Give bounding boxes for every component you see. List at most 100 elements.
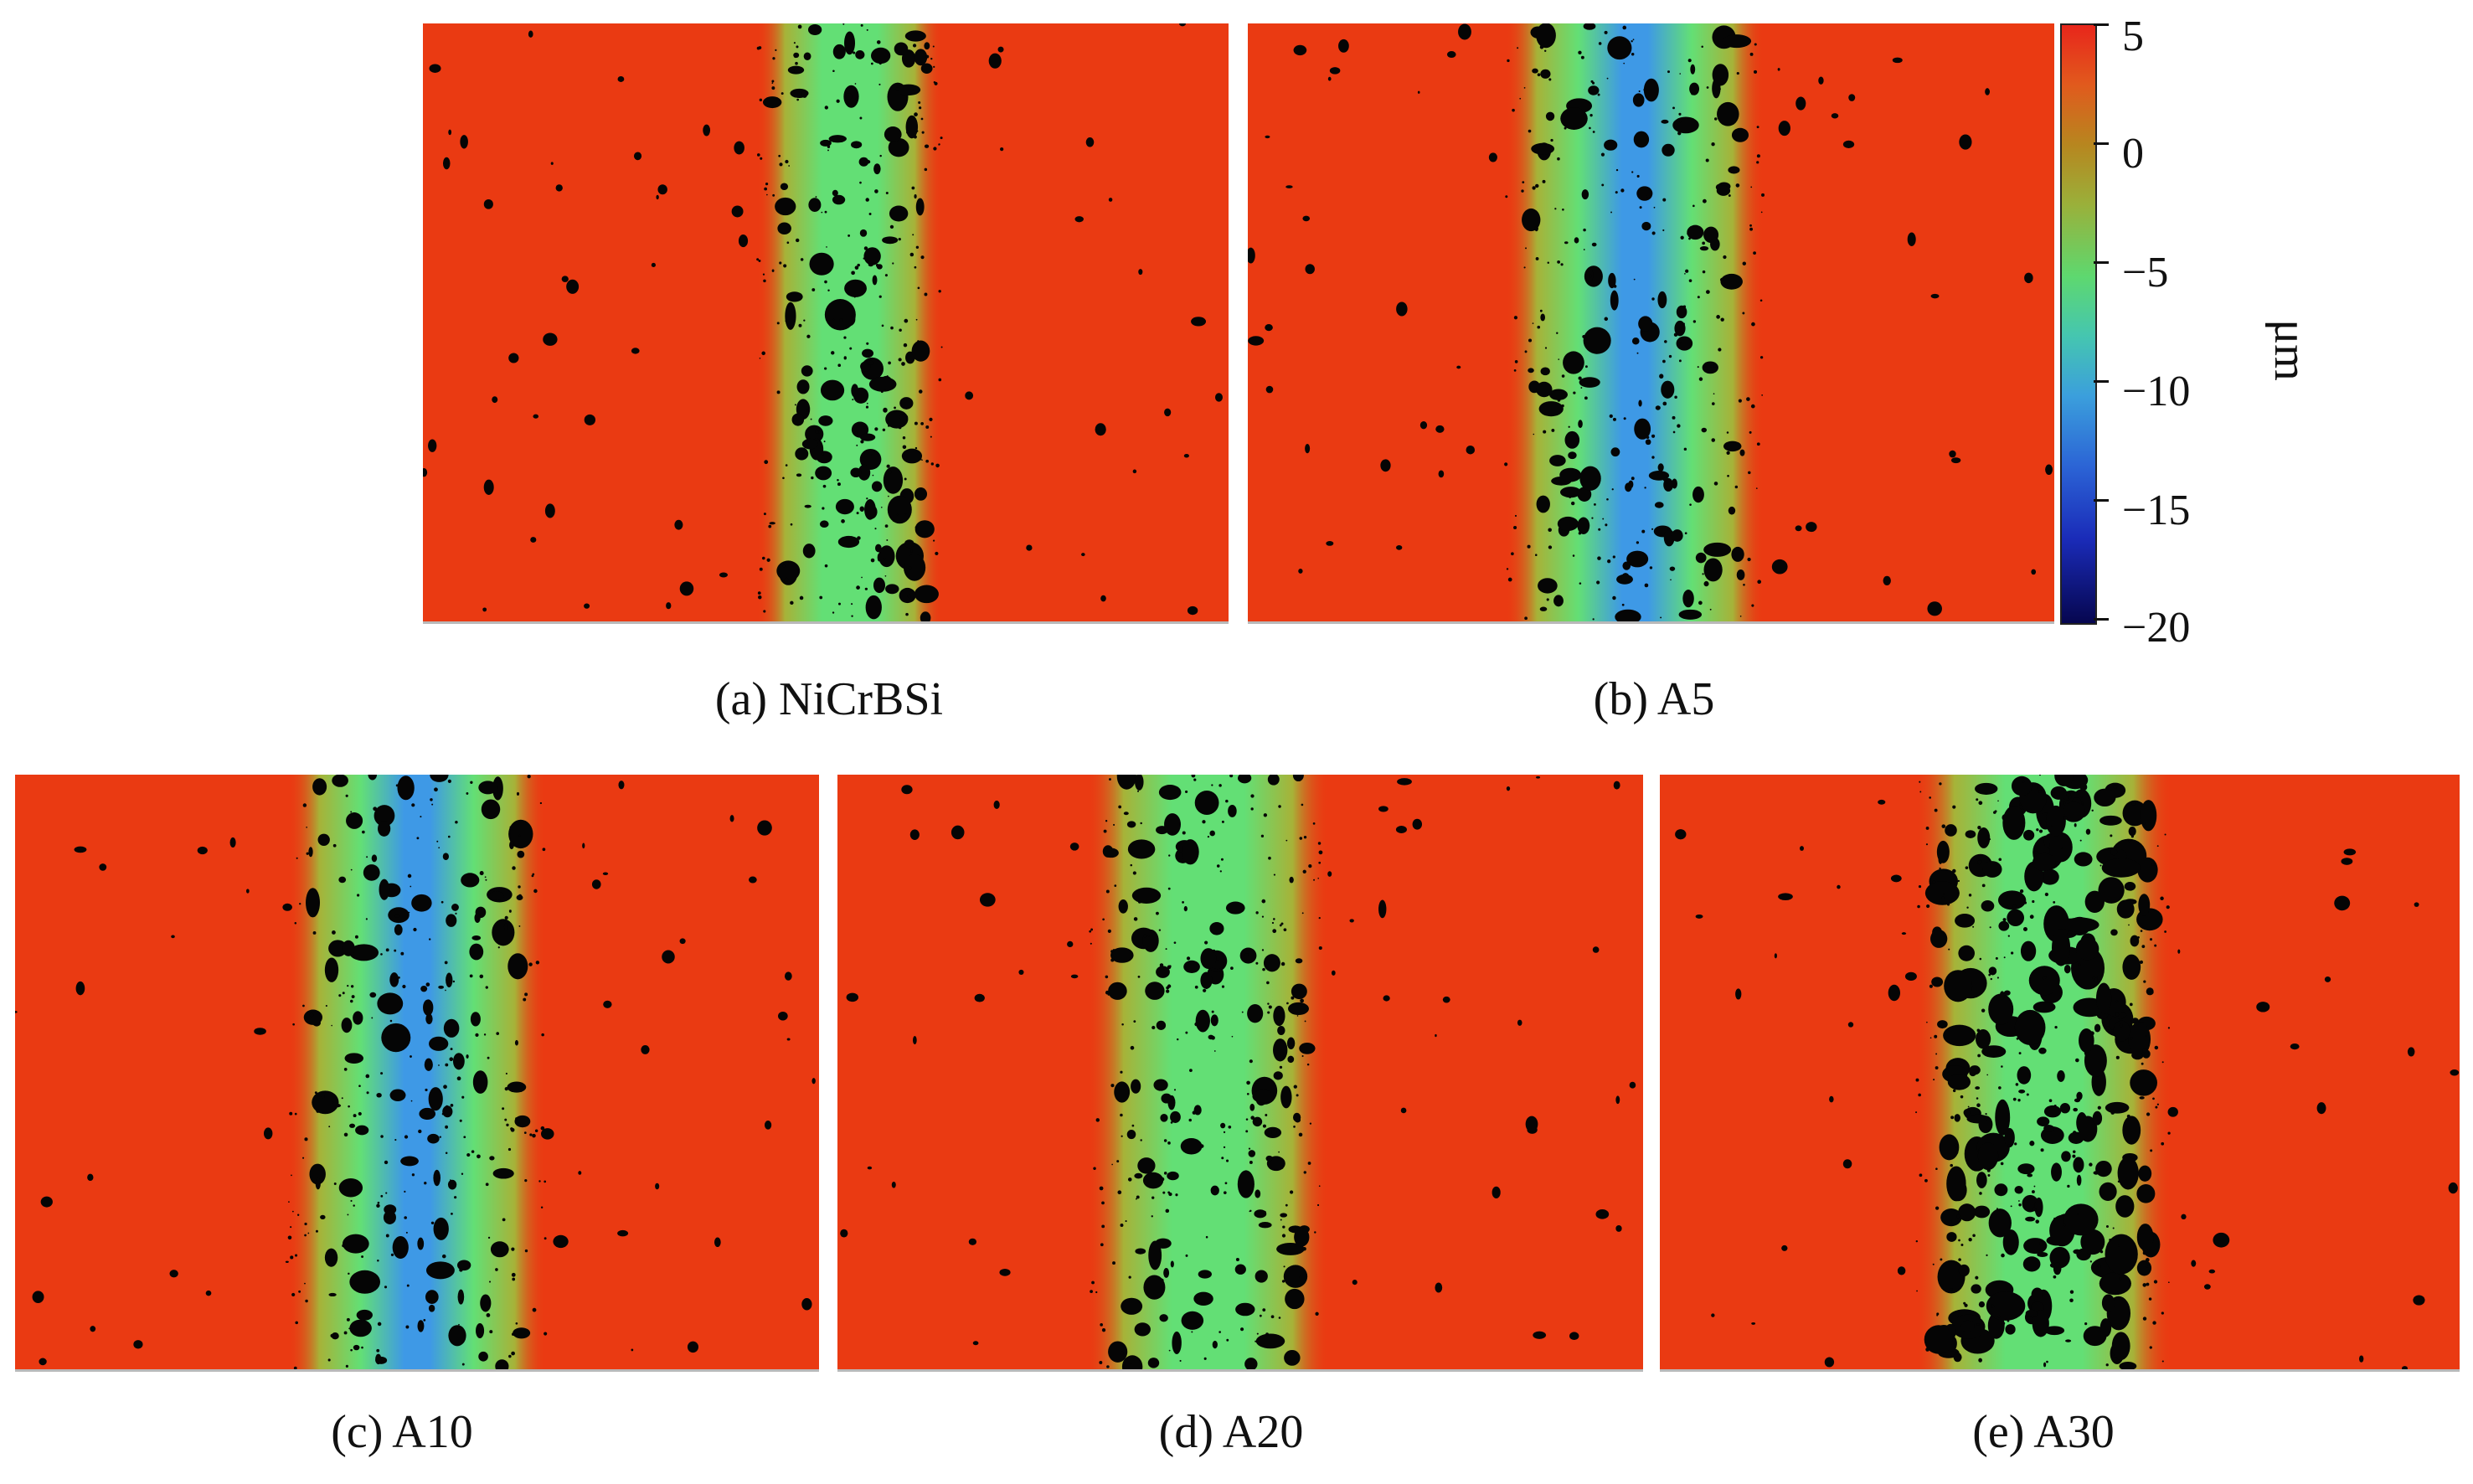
speckle — [1915, 1078, 1919, 1082]
pore — [1936, 840, 1950, 863]
pore — [1703, 580, 1709, 587]
pore — [729, 815, 734, 822]
pore — [2084, 1044, 2107, 1077]
speckle — [1220, 858, 1224, 861]
pore — [891, 1181, 896, 1188]
pore — [2094, 788, 2116, 807]
pore — [1273, 1005, 1285, 1027]
speckle — [418, 1129, 422, 1134]
speckle — [538, 1180, 541, 1183]
speckle — [2031, 1190, 2035, 1193]
pore — [764, 1121, 772, 1130]
pore — [779, 561, 798, 585]
speckle — [2161, 1061, 2164, 1064]
speckle — [1263, 813, 1268, 817]
pore — [1890, 874, 1902, 883]
pore — [1396, 545, 1403, 550]
pore — [1953, 1353, 1962, 1363]
speckle — [1987, 1174, 1991, 1177]
pore — [353, 1011, 363, 1025]
pore — [466, 1054, 469, 1059]
speckle — [822, 484, 827, 488]
pore — [1888, 984, 1901, 1002]
speckle — [915, 245, 920, 249]
pore — [858, 157, 869, 167]
pore — [584, 414, 596, 425]
speckle — [2105, 1225, 2109, 1229]
pore — [1456, 365, 1461, 369]
pore — [2341, 858, 2353, 865]
speckle — [452, 980, 456, 983]
speckle — [449, 1057, 454, 1062]
speckle — [1185, 1031, 1188, 1034]
speckle — [1660, 616, 1662, 619]
pore — [2095, 1160, 2112, 1177]
pore — [1739, 449, 1745, 456]
speckle — [1244, 953, 1249, 956]
pore — [1720, 273, 1743, 290]
speckle — [1280, 1219, 1282, 1221]
pore — [363, 864, 380, 881]
pore — [389, 972, 399, 987]
speckle — [1952, 805, 1956, 809]
speckle — [331, 1024, 332, 1027]
pore — [90, 1326, 96, 1332]
speckle — [2110, 1110, 2115, 1115]
speckle — [1267, 1002, 1270, 1005]
speckle — [892, 519, 895, 522]
pore — [317, 833, 330, 846]
speckle — [892, 262, 894, 265]
pore — [2044, 1326, 2065, 1336]
speckle — [1984, 1116, 1989, 1121]
speckle — [1238, 777, 1241, 781]
pore — [786, 291, 803, 302]
pore — [2099, 1272, 2131, 1296]
speckle — [1976, 1103, 1981, 1108]
speckle — [854, 431, 858, 435]
speckle — [1548, 528, 1552, 533]
speckle — [1687, 233, 1688, 234]
speckle — [1113, 823, 1115, 826]
pore — [884, 126, 902, 142]
speckle — [511, 1247, 515, 1251]
speckle — [1166, 989, 1170, 993]
speckle — [1146, 1331, 1149, 1333]
pore — [851, 141, 863, 149]
speckle — [848, 234, 851, 237]
pore — [603, 1000, 612, 1008]
speckle — [1946, 903, 1950, 906]
pore — [905, 115, 919, 139]
speckle — [1674, 395, 1677, 399]
speckle — [1314, 1231, 1316, 1234]
speckle — [1743, 583, 1745, 586]
speckle — [1279, 924, 1282, 927]
speckle — [1255, 961, 1259, 965]
speckle — [1598, 528, 1601, 531]
speckle — [305, 1299, 308, 1303]
pore — [2063, 1203, 2099, 1236]
speckle — [771, 82, 774, 85]
speckle — [1662, 198, 1667, 202]
speckle — [458, 1323, 460, 1326]
pore — [832, 44, 846, 59]
pore — [1939, 1134, 1960, 1161]
speckle — [425, 982, 430, 987]
speckle — [2115, 1000, 2119, 1002]
speckle — [395, 784, 399, 787]
pore — [687, 1341, 699, 1353]
speckle — [502, 1218, 506, 1222]
pore — [2122, 954, 2141, 980]
pore — [804, 504, 811, 508]
speckle — [2080, 796, 2083, 798]
speckle — [909, 63, 914, 67]
speckle — [1952, 868, 1956, 873]
pore — [1564, 241, 1569, 245]
speckle — [1093, 1167, 1096, 1170]
pore — [819, 520, 829, 528]
speckle — [795, 61, 798, 65]
speckle — [2155, 1105, 2158, 1109]
pore — [2045, 464, 2053, 476]
caption-d: (d) A20 — [1158, 1406, 1304, 1458]
speckle — [541, 1033, 544, 1037]
pore — [561, 276, 569, 282]
